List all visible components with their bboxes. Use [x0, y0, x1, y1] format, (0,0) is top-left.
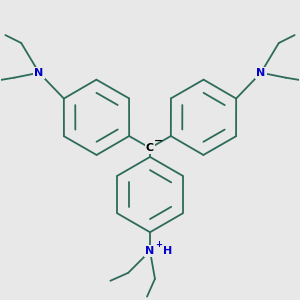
Text: N: N [34, 68, 44, 78]
Text: N: N [256, 68, 266, 78]
Text: H: H [163, 246, 172, 256]
Text: N: N [146, 246, 154, 256]
Text: +: + [155, 240, 162, 249]
Text: −: − [154, 136, 164, 146]
Text: C: C [146, 143, 154, 153]
